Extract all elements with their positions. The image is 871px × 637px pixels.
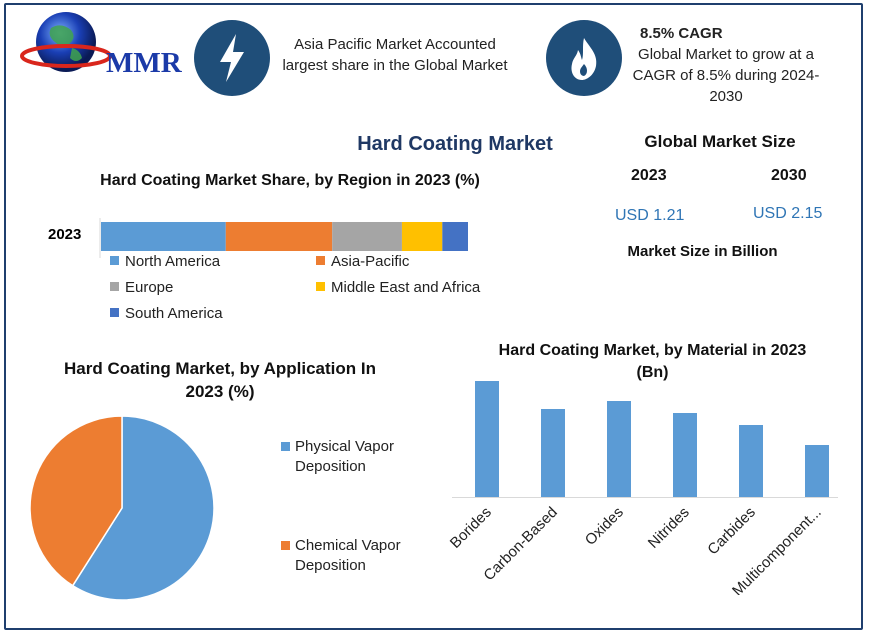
region-legend-item-middle-east-and-africa: Middle East and Africa [316, 279, 480, 296]
region-segment-south-america [442, 222, 468, 251]
region-segment-middle-east-and-africa [401, 222, 443, 251]
legend-swatch [110, 256, 119, 265]
region-legend-item-europe: Europe [110, 279, 173, 296]
logo-text: MMR [106, 47, 182, 79]
material-bar-carbon-based [541, 409, 565, 497]
material-tick-label: Carbides [704, 504, 758, 558]
material-bar-oxides [607, 401, 631, 497]
legend-swatch [110, 282, 119, 291]
pie-legend-item-pvd: Physical Vapor Deposition [281, 437, 415, 477]
application-pie-chart [29, 415, 215, 601]
legend-swatch [316, 256, 325, 265]
material-bar-multicomponent [805, 445, 829, 497]
pie-slice-chemical-vapor-deposition [29, 415, 123, 587]
cagr-title: 8.5% CAGR [640, 25, 723, 42]
region-legend-item-north-america: North America [110, 253, 220, 270]
info-left-text: Asia Pacific Market Accounted largest sh… [282, 36, 508, 74]
gms-value-2023: USD 1.21 [615, 207, 685, 224]
legend-swatch [316, 282, 325, 291]
application-chart-title: Hard Coating Market, by Application In 2… [63, 359, 376, 401]
legend-label: Middle East and Africa [331, 279, 481, 296]
region-segment-asia-pacific [225, 222, 333, 251]
legend-label: North America [125, 253, 221, 270]
region-stacked-bar-chart [99, 218, 468, 258]
pvd-swatch [281, 442, 290, 451]
region-segment-north-america [101, 222, 226, 251]
material-tick-label: Borides [447, 504, 495, 552]
flame-icon [546, 20, 622, 96]
material-tick-label: Oxides [582, 504, 627, 549]
region-legend-item-south-america: South America [110, 305, 223, 322]
gms-value-2030: USD 2.15 [753, 205, 823, 222]
main-title: Hard Coating Market [357, 133, 553, 155]
material-tick-label: Nitrides [645, 504, 693, 552]
legend-label: Asia-Pacific [331, 253, 410, 270]
material-chart-title: Hard Coating Market, by Material in 2023… [498, 342, 807, 381]
region-legend-item-asia-pacific: Asia-Pacific [316, 253, 409, 270]
gms-year-2023: 2023 [631, 167, 667, 184]
pie-slice-physical-vapor-deposition [71, 415, 215, 601]
pie-legend-item-cvd: Chemical Vapor Deposition [281, 536, 415, 576]
region-chart-title: Hard Coating Market Share, by Region in … [100, 172, 480, 189]
pie-legend-label-pvd: Physical Vapor Deposition [295, 438, 394, 475]
globe-logo-icon [20, 12, 112, 72]
info-right-text: Global Market to grow at a CAGR of 8.5% … [632, 46, 820, 105]
mmr-logo: MMR [16, 10, 186, 79]
material-bar-carbides [739, 425, 763, 497]
legend-label: South America [125, 305, 223, 322]
legend-swatch [110, 308, 119, 317]
gms-note: Market Size in Billion [627, 243, 778, 260]
material-bar-borides [475, 381, 499, 497]
material-bar-nitrides [673, 413, 697, 497]
legend-label: Europe [125, 279, 174, 296]
pie-legend-label-cvd: Chemical Vapor Deposition [295, 537, 401, 574]
region-segment-europe [332, 222, 402, 251]
lightning-icon [194, 20, 270, 96]
gms-title: Global Market Size [644, 132, 796, 151]
region-category-label: 2023 [48, 226, 82, 243]
gms-year-2030: 2030 [771, 167, 807, 184]
cvd-swatch [281, 541, 290, 550]
page-frame [4, 3, 863, 630]
